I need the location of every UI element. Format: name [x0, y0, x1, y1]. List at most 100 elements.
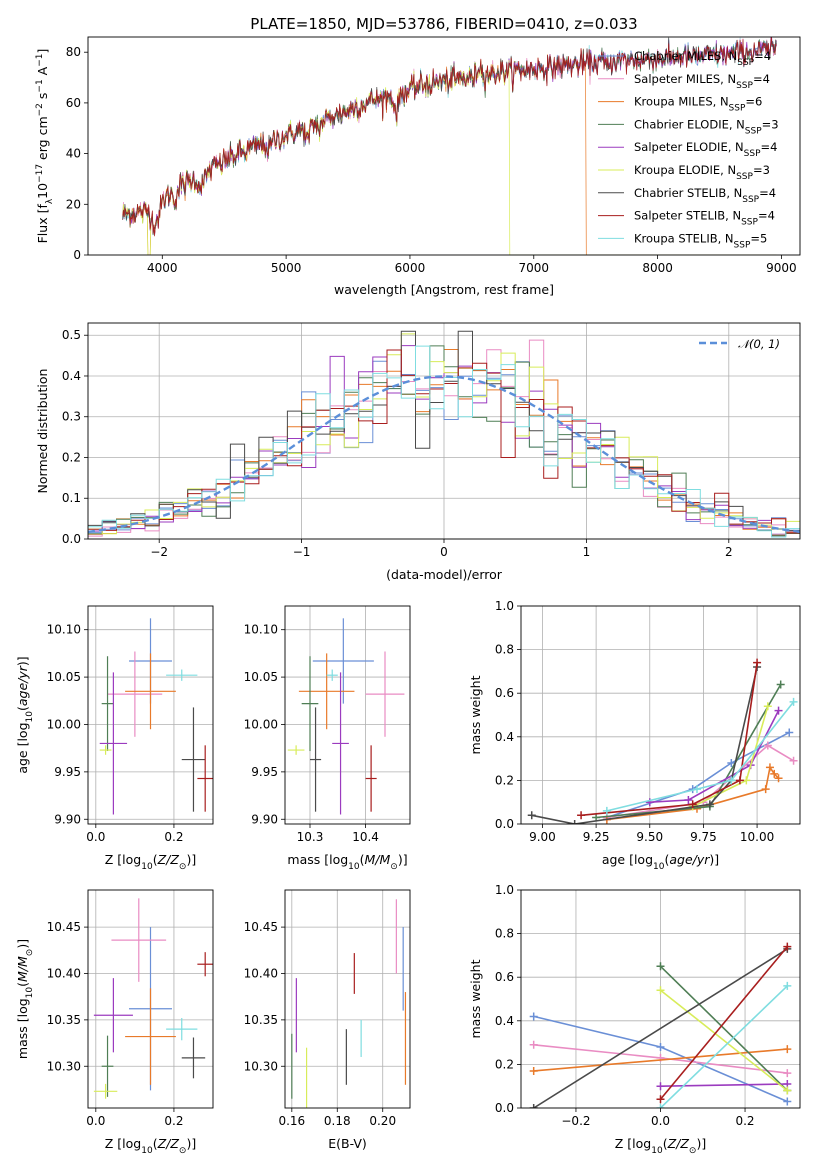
y-tick-label: 10.35	[244, 1013, 278, 1027]
x-tick-label: 0.2	[164, 1114, 183, 1128]
label-part: −1	[35, 79, 45, 92]
label-part: (	[15, 982, 30, 987]
mass_vs_EBV-panel: 0.16 0.18 0.20 10.30 10.35 10.40 10.45 E(B-V)	[244, 889, 411, 1151]
y-tick-label: 9.95	[251, 765, 278, 779]
plot-area	[122, 37, 777, 255]
label-part: mass [log	[15, 998, 30, 1059]
label-part: Salpeter MILES, N	[634, 72, 736, 86]
label-part: λ	[45, 198, 55, 204]
y-tick-label: 0.2	[495, 1057, 514, 1071]
weight-marker	[727, 776, 736, 785]
label-part: ⊙	[179, 1146, 187, 1156]
y-tick-label: 10.10	[47, 623, 81, 637]
label-part: Flux [f	[35, 204, 50, 244]
label-part: =4	[758, 209, 775, 223]
label-part: age [log	[15, 722, 30, 773]
x-tick-label: 0.16	[278, 1114, 305, 1128]
x-tick-label: 0.2	[735, 1114, 754, 1128]
label-part: Chabrier MILES, N	[634, 49, 737, 63]
weight-marker	[656, 1082, 665, 1091]
weight-marker	[776, 680, 785, 689]
weight-marker	[789, 697, 798, 706]
x-axis-label: Z [log10(Z/Z⊙)]	[105, 1136, 196, 1156]
x-tick-label: 4000	[147, 261, 178, 275]
x-tick-label: 0	[440, 545, 448, 559]
weight-marker	[774, 706, 783, 715]
axes-frame	[520, 889, 801, 1109]
weight-marker	[688, 800, 697, 809]
label-part: (	[15, 706, 30, 711]
y-tick-label: 0.0	[62, 532, 81, 546]
label-part: −1	[35, 54, 45, 67]
legend-label: Salpeter MILES, NSSP=4	[634, 72, 770, 91]
weight-marker	[753, 658, 762, 667]
label-part: =3	[762, 117, 779, 131]
plot-area	[527, 658, 798, 824]
weight_vs_age-panel: 9.00 9.25 9.50 9.75 10.00 0.0 0.2 0.4 0.6 0.8 1.0 a…	[468, 599, 801, 872]
x-axis-label: wavelength [Angstrom, rest frame]	[334, 282, 554, 297]
legend-label: Chabrier MILES, NSSP=4	[634, 49, 771, 68]
weight-line	[606, 765, 780, 821]
weight-line	[649, 710, 780, 803]
y-tick-label: 0.6	[495, 970, 514, 984]
label-part: SSP	[741, 218, 758, 228]
spectrum-line	[122, 39, 777, 235]
label-part: (	[663, 1136, 668, 1151]
label-part: SSP	[736, 81, 753, 91]
weight-marker	[727, 758, 736, 767]
x-tick-label: 6000	[395, 261, 426, 275]
label-part: ⊙	[390, 862, 398, 872]
plot-area	[88, 330, 800, 538]
label-part: 10	[35, 183, 50, 199]
label-part: SSP	[742, 195, 759, 205]
label-part: Salpeter STELIB, N	[634, 209, 741, 223]
label-part: =4	[754, 49, 771, 63]
spectrum-line	[122, 59, 777, 255]
label-part: s	[35, 93, 50, 104]
plot-area	[287, 618, 405, 815]
y-tick-label: 10.45	[244, 920, 278, 934]
y-tick-label: 9.90	[251, 812, 278, 826]
x-tick-label: −2	[150, 545, 168, 559]
label-part: SSP	[737, 58, 754, 68]
y-tick-label: 0.0	[495, 817, 514, 831]
x-tick-label: 9.25	[583, 830, 610, 844]
x-tick-label: 0.18	[324, 1114, 351, 1128]
label-part: (	[153, 852, 158, 867]
legend-label: 𝒩(0, 1)	[738, 337, 780, 351]
x-axis-label: age [log10(age/yr)]	[602, 852, 719, 872]
weight-marker	[705, 800, 714, 809]
axes-frame	[87, 36, 801, 256]
y-tick-label: 10.30	[244, 1059, 278, 1073]
y-tick-label: 0.4	[62, 369, 81, 383]
x-tick-label: 0.20	[369, 1114, 396, 1128]
weight-marker	[783, 981, 792, 990]
weight-marker	[529, 1012, 538, 1021]
axes-frame	[87, 322, 801, 540]
y-tick-label: 10.10	[244, 623, 278, 637]
y-tick-label: 60	[66, 96, 81, 110]
x-tick-label: 9.00	[529, 830, 556, 844]
x-tick-label: 1	[583, 545, 591, 559]
label-part: age/yr	[15, 665, 30, 706]
weight-marker	[783, 1097, 792, 1106]
legend-label: Chabrier ELODIE, NSSP=3	[634, 117, 779, 136]
label-part: age/yr	[669, 852, 710, 867]
x-tick-label: 0.2	[164, 830, 183, 844]
label-part: (	[360, 852, 365, 867]
axes-frame	[520, 605, 801, 825]
weight-line	[660, 989, 788, 1092]
legend-label: Chabrier STELIB, NSSP=4	[634, 186, 776, 205]
label-part: ⊙	[25, 949, 35, 957]
label-part: SSP	[736, 172, 753, 182]
weight-marker	[783, 1086, 792, 1095]
label-part: Kroupa ELODIE, N	[634, 163, 736, 177]
y-tick-label: 1.0	[495, 599, 514, 613]
y-tick-label: 9.95	[54, 765, 81, 779]
y-tick-label: 0.5	[62, 328, 81, 342]
legend-label: Kroupa STELIB, NSSP=5	[634, 231, 767, 250]
label-part: M/M	[15, 956, 30, 982]
weight-marker	[763, 741, 772, 750]
